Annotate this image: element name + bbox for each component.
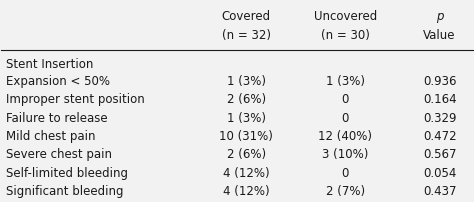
Text: Self-limited bleeding: Self-limited bleeding (6, 167, 128, 180)
Text: 1 (3%): 1 (3%) (227, 75, 266, 88)
Text: Significant bleeding: Significant bleeding (6, 185, 124, 198)
Text: 4 (12%): 4 (12%) (223, 185, 270, 198)
Text: 10 (31%): 10 (31%) (219, 130, 273, 143)
Text: Uncovered: Uncovered (314, 9, 377, 23)
Text: 2 (6%): 2 (6%) (227, 148, 266, 161)
Text: (n = 30): (n = 30) (321, 29, 370, 42)
Text: 12 (40%): 12 (40%) (319, 130, 373, 143)
Text: Mild chest pain: Mild chest pain (6, 130, 96, 143)
Text: Severe chest pain: Severe chest pain (6, 148, 112, 161)
Text: 4 (12%): 4 (12%) (223, 167, 270, 180)
Text: 0: 0 (342, 93, 349, 106)
Text: Improper stent position: Improper stent position (6, 93, 145, 106)
Text: 0.567: 0.567 (423, 148, 456, 161)
Text: (n = 32): (n = 32) (222, 29, 271, 42)
Text: 1 (3%): 1 (3%) (227, 112, 266, 125)
Text: Stent Insertion: Stent Insertion (6, 58, 93, 71)
Text: 1 (3%): 1 (3%) (326, 75, 365, 88)
Text: Failure to release: Failure to release (6, 112, 108, 125)
Text: 0.437: 0.437 (423, 185, 456, 198)
Text: Expansion < 50%: Expansion < 50% (6, 75, 110, 88)
Text: 0.329: 0.329 (423, 112, 456, 125)
Text: 0.164: 0.164 (423, 93, 456, 106)
Text: Covered: Covered (222, 9, 271, 23)
Text: 0.472: 0.472 (423, 130, 456, 143)
Text: 3 (10%): 3 (10%) (322, 148, 369, 161)
Text: 2 (7%): 2 (7%) (326, 185, 365, 198)
Text: Value: Value (423, 29, 456, 42)
Text: 0.054: 0.054 (423, 167, 456, 180)
Text: p: p (436, 9, 443, 23)
Text: 2 (6%): 2 (6%) (227, 93, 266, 106)
Text: 0.936: 0.936 (423, 75, 456, 88)
Text: 0: 0 (342, 167, 349, 180)
Text: 0: 0 (342, 112, 349, 125)
